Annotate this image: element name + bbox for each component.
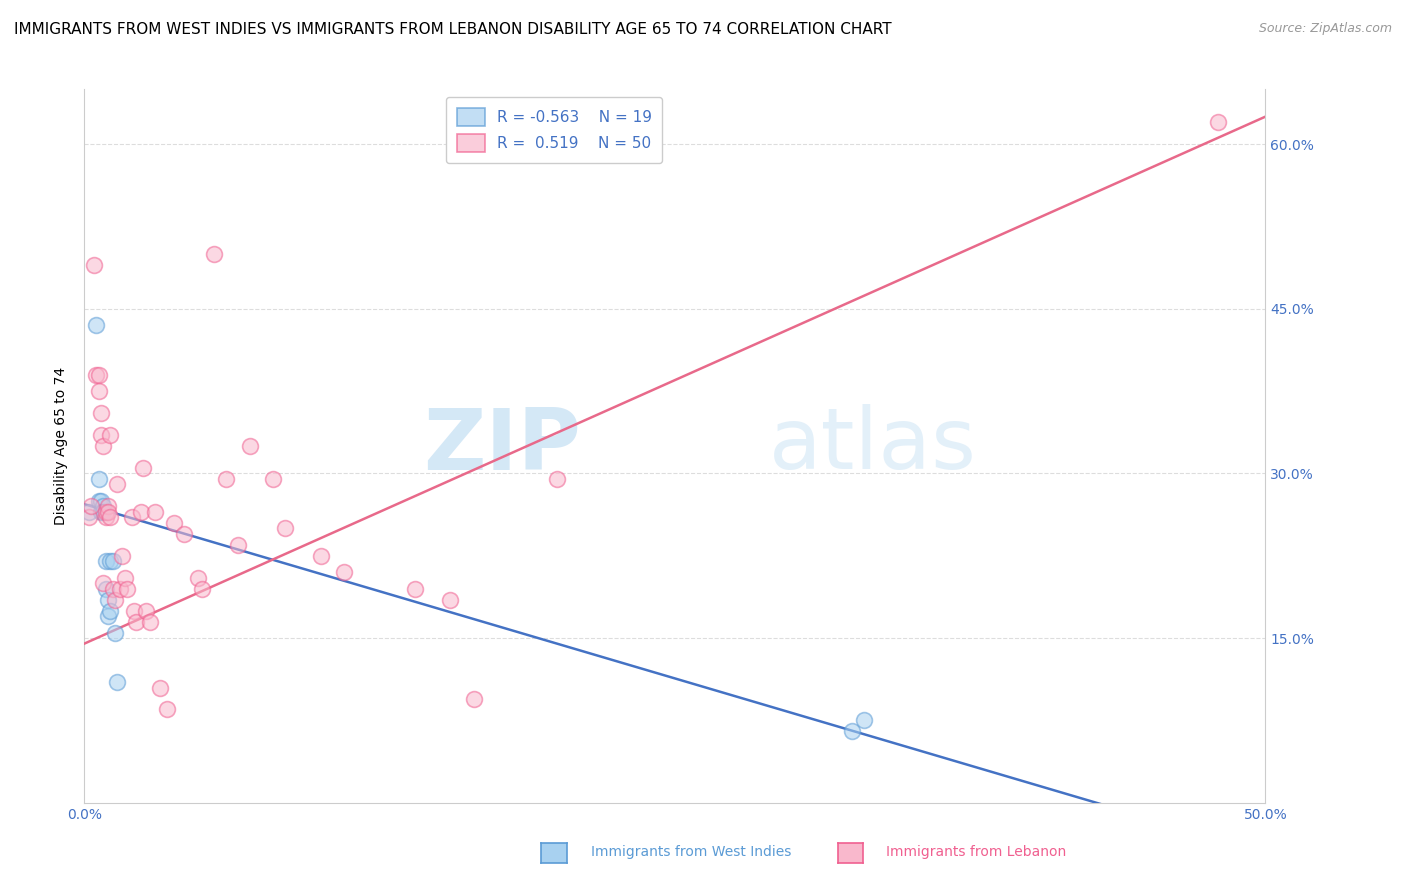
Point [215,472,238,486]
Point [101,554,124,568]
Point [404,582,426,596]
Point [94,554,117,568]
Point [87,494,110,508]
Point [852,714,875,728]
Text: Source: ZipAtlas.com: Source: ZipAtlas.com [1258,22,1392,36]
Point [143,505,166,519]
Point [98,510,121,524]
Point [91,500,114,514]
Legend: R = -0.563    N = 19, R =  0.519    N = 50: R = -0.563 N = 19, R = 0.519 N = 50 [446,97,662,163]
Point [173,526,195,541]
Point [87,472,110,486]
Point [94,505,117,519]
Point [202,247,225,261]
Point [111,549,134,563]
Point [107,675,129,690]
Point [239,439,262,453]
Point [91,576,114,591]
Text: atlas: atlas [769,404,977,488]
Point [463,691,485,706]
Point [83,258,105,272]
Point [439,592,461,607]
Point [98,428,121,442]
Point [77,505,100,519]
Point [87,384,110,398]
Point [163,516,186,530]
Point [90,494,112,508]
Point [108,582,131,596]
Text: Immigrants from Lebanon: Immigrants from Lebanon [886,845,1066,859]
Point [841,724,863,739]
Point [191,582,214,596]
Point [156,702,179,716]
Point [107,477,129,491]
Point [90,505,112,519]
Point [97,505,120,519]
Point [97,500,120,514]
Point [90,428,112,442]
Point [546,472,568,486]
Point [187,571,209,585]
Y-axis label: Disability Age 65 to 74: Disability Age 65 to 74 [55,367,69,525]
Point [333,566,356,580]
Point [84,368,107,382]
Point [97,609,120,624]
Text: IMMIGRANTS FROM WEST INDIES VS IMMIGRANTS FROM LEBANON DISABILITY AGE 65 TO 74 C: IMMIGRANTS FROM WEST INDIES VS IMMIGRANT… [14,22,891,37]
Point [122,604,145,618]
Point [149,681,172,695]
Point [101,582,124,596]
Point [104,625,127,640]
Point [98,604,121,618]
Point [129,505,152,519]
Point [309,549,332,563]
Point [94,510,117,524]
Point [91,439,114,453]
Point [104,592,127,607]
Point [90,406,112,420]
Point [84,318,107,333]
Point [77,510,100,524]
Point [114,571,136,585]
Point [1206,115,1229,129]
Point [91,505,114,519]
Point [87,368,110,382]
Point [132,461,155,475]
Point [226,538,249,552]
Point [80,500,103,514]
Point [135,604,157,618]
Point [139,615,162,629]
Point [121,510,143,524]
Text: Immigrants from West Indies: Immigrants from West Indies [591,845,792,859]
Point [98,554,121,568]
Text: ZIP: ZIP [423,404,581,488]
Point [94,582,117,596]
Point [262,472,284,486]
Point [97,592,120,607]
Point [125,615,148,629]
Point [274,521,297,535]
Point [115,582,138,596]
